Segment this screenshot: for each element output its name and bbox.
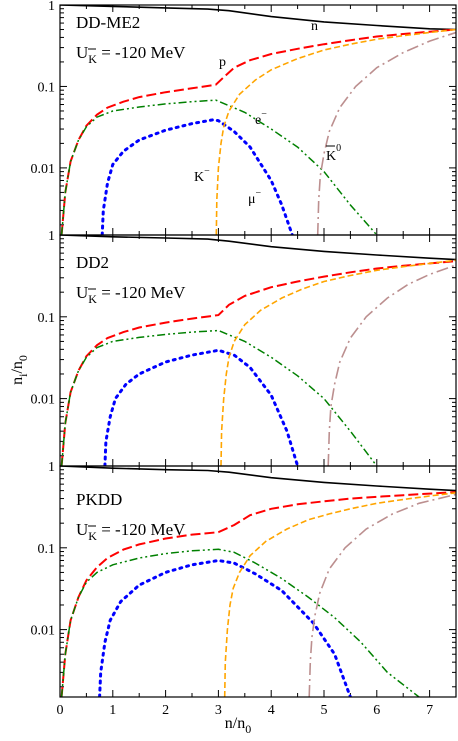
y-tick-label: 1 — [48, 229, 55, 244]
series-line-k-minus — [215, 28, 456, 235]
series-line-k-minus — [223, 492, 456, 697]
potential-symbol: U — [76, 43, 88, 62]
panel-2-frame — [59, 234, 457, 467]
series-line-k0 — [316, 31, 456, 235]
label-p: p — [219, 55, 226, 70]
panel-3-title: PKDD — [76, 490, 122, 509]
y-axis-label: ni/n0 — [9, 355, 30, 385]
series-line-e — [60, 548, 420, 697]
panel-3: 1 0.1 0.01 — [31, 460, 457, 698]
y-tick-label: 0.1 — [38, 542, 56, 557]
panel-3-potential: UK = -120 MeV — [76, 520, 186, 543]
series-line-mu — [98, 558, 352, 697]
y-tick-label: 0.1 — [38, 80, 56, 95]
potential-symbol: U — [76, 520, 88, 539]
y-tick-label: 0.01 — [31, 624, 56, 639]
panel-1-potential: UK = -120 MeV — [76, 43, 186, 66]
potential-value: = -120 MeV — [97, 283, 186, 302]
x-tick-label: 6 — [373, 703, 380, 718]
series-line-k0 — [327, 264, 456, 466]
panel-3-ticks: 1 0.1 0.01 — [31, 460, 456, 697]
panel-2-title: DD2 — [76, 253, 109, 272]
x-axis-label: n/n0 — [225, 715, 251, 736]
y-tick-label: 1 — [48, 460, 55, 475]
panel-2-series — [60, 235, 456, 466]
series-line-e — [60, 329, 378, 466]
panel-3-frame — [59, 465, 457, 698]
panel-3-series — [60, 466, 456, 697]
x-tick-label: 7 — [426, 703, 433, 718]
series-line-p — [60, 491, 456, 697]
series-line-n — [60, 5, 456, 31]
potential-value: = -120 MeV — [97, 43, 186, 62]
x-tick-label: 3 — [215, 703, 222, 718]
panel-1-series — [60, 5, 456, 235]
x-tick-label: 0 — [57, 703, 64, 718]
x-tick-label: 5 — [321, 703, 328, 718]
potential-value: = -120 MeV — [97, 520, 186, 539]
y-tick-label: 0.01 — [31, 393, 56, 408]
series-line-e — [60, 99, 378, 235]
label-k-minus: K− — [194, 166, 210, 185]
x-tick-label: 2 — [162, 703, 169, 718]
potential-symbol: U — [76, 283, 88, 302]
potential-subscript-kbar: K — [88, 52, 97, 66]
x-tick-label: 1 — [109, 703, 116, 718]
series-line-k0 — [308, 493, 456, 697]
label-mu: μ− — [248, 188, 262, 207]
panel-2-potential: UK = -120 MeV — [76, 283, 186, 306]
x-tick-label: 4 — [268, 703, 275, 718]
series-line-mu — [103, 348, 300, 466]
series-line-n — [60, 466, 456, 492]
series-line-mu — [100, 118, 294, 235]
panel-1-title: DD-ME2 — [76, 13, 140, 32]
potential-subscript-kbar: K — [88, 529, 97, 543]
label-e: e− — [255, 109, 267, 128]
y-tick-label: 1 — [48, 0, 55, 14]
label-n: n — [311, 19, 318, 34]
panel-1: 1 0.1 0.01 — [31, 0, 457, 236]
potential-subscript-kbar: K — [88, 292, 97, 306]
label-k0bar: K0 — [326, 143, 341, 164]
series-line-n — [60, 235, 456, 261]
y-tick-label: 0.01 — [31, 162, 56, 177]
y-tick-label: 0.1 — [38, 311, 56, 326]
